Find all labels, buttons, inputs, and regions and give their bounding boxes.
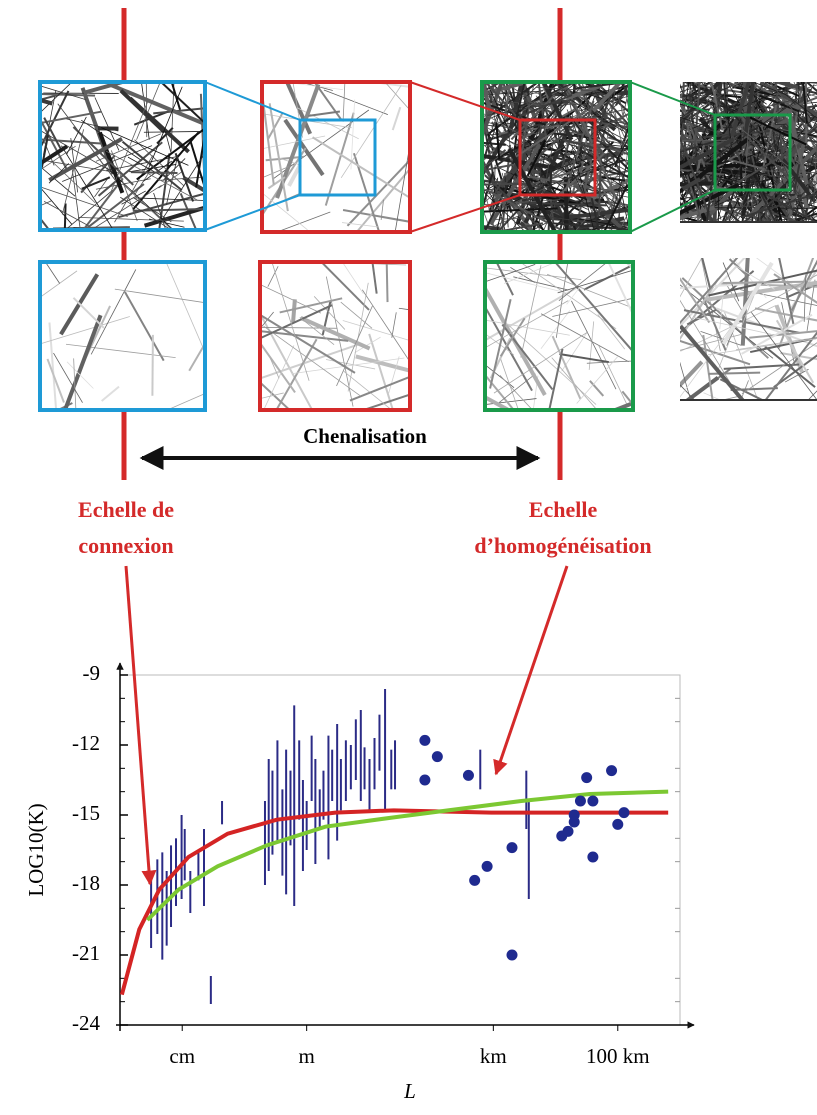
- data-point: [463, 770, 474, 781]
- data-point: [587, 852, 598, 863]
- scale-label: Echelle: [529, 497, 598, 522]
- y-tick-label: -9: [83, 661, 101, 685]
- data-point: [482, 861, 493, 872]
- y-tick-label: -21: [72, 941, 100, 965]
- fracture-network: [437, 33, 670, 279]
- panels: [4, 8, 817, 480]
- x-tick-label: m: [298, 1044, 314, 1068]
- x-axis-label: L: [403, 1079, 416, 1103]
- fracture: [131, 172, 178, 173]
- data-point: [575, 796, 586, 807]
- y-axis-label: LOG10(K): [24, 803, 48, 896]
- fracture: [709, 373, 761, 374]
- data-point: [419, 775, 430, 786]
- scale-label: connexion: [78, 533, 173, 558]
- fracture-network: [628, 207, 817, 440]
- y-tick-label: -12: [72, 731, 100, 755]
- data-point: [556, 831, 567, 842]
- data-point: [606, 765, 617, 776]
- range-label: Chenalisation: [303, 424, 427, 448]
- data-point: [507, 842, 518, 853]
- panel-bg: [262, 82, 410, 232]
- data-point: [612, 819, 623, 830]
- x-tick-label: cm: [169, 1044, 195, 1068]
- data-point: [419, 735, 430, 746]
- fracture: [723, 282, 804, 283]
- x-tick-label: 100 km: [586, 1044, 650, 1068]
- pointer-arrow: [496, 566, 567, 774]
- y-tick-label: -18: [72, 871, 100, 895]
- fracture: [152, 335, 153, 396]
- data-point: [619, 807, 630, 818]
- data-point: [469, 875, 480, 886]
- fracture: [146, 67, 147, 137]
- scale-label: d’homogénéisation: [474, 533, 651, 558]
- y-tick-label: -24: [72, 1011, 100, 1035]
- fracture: [293, 299, 295, 322]
- y-tick-label: -15: [72, 801, 100, 825]
- data-point: [569, 817, 580, 828]
- fracture: [655, 183, 713, 185]
- plot: -9 -12 -15 -18 -21 -24 cm m km 100 km: [72, 661, 694, 1068]
- x-tick-label: km: [480, 1044, 507, 1068]
- scale-label: Echelle de: [78, 497, 174, 522]
- data-point: [507, 950, 518, 961]
- data-point: [432, 751, 443, 762]
- data-point: [581, 772, 592, 783]
- pointer-arrow: [126, 566, 150, 884]
- data-point: [587, 796, 598, 807]
